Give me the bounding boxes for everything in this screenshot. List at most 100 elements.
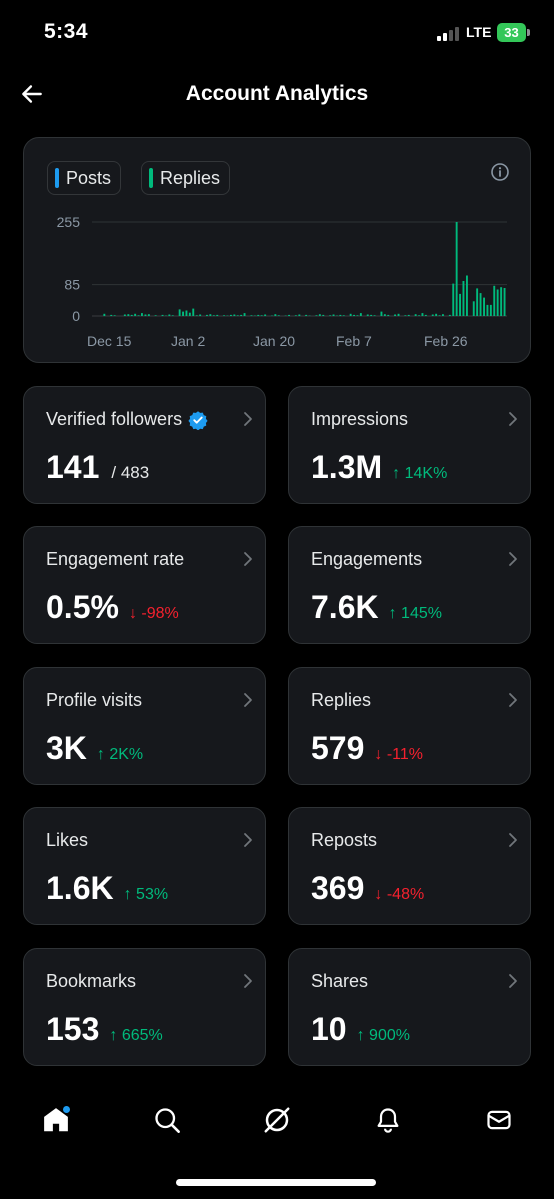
x-tick-label: Dec 15 (87, 333, 132, 349)
stat-change: ↑ 53% (124, 886, 168, 904)
nav-grok[interactable] (259, 1102, 295, 1138)
stat-value-row: 141 / 483 (46, 449, 149, 486)
stat-card-engagement-rate[interactable]: Engagement rate 0.5% ↓ -98% (23, 526, 266, 644)
stat-value: 1.6K (46, 870, 114, 906)
nav-home[interactable] (38, 1102, 74, 1138)
chart-bar (366, 314, 369, 316)
stat-label-text: Replies (311, 690, 372, 710)
stat-value-row: 1.6K ↑ 53% (46, 870, 168, 907)
back-button[interactable] (14, 76, 50, 112)
chevron-right-icon (244, 552, 252, 566)
stat-change-value: 900% (369, 1027, 410, 1044)
chart-bar (192, 308, 195, 316)
stat-card-bookmarks[interactable]: Bookmarks 153 ↑ 665% (23, 948, 266, 1066)
status-time: 5:34 (44, 20, 89, 43)
stat-card-verified-followers[interactable]: Verified followers 141 / 483 (23, 386, 266, 504)
stat-change: ↓ -48% (374, 886, 424, 904)
stat-value: 579 (311, 730, 365, 766)
y-tick-label: 0 (72, 308, 80, 324)
nav-messages[interactable] (481, 1102, 517, 1138)
chart-bar (199, 314, 202, 316)
chart-bar (305, 314, 308, 316)
posts-swatch (55, 168, 59, 188)
chart-bar (414, 314, 417, 316)
stat-label-text: Profile visits (46, 690, 143, 710)
stat-card-reposts[interactable]: Reposts 369 ↓ -48% (288, 807, 531, 925)
chevron-right-icon (244, 412, 252, 426)
stat-label-text: Bookmarks (46, 971, 137, 991)
chart-bar (373, 315, 376, 316)
notifications-icon (377, 1108, 399, 1133)
stat-card-replies[interactable]: Replies 579 ↓ -11% (288, 667, 531, 785)
stat-change-value: -98% (141, 605, 179, 622)
network-label: LTE (466, 24, 492, 40)
chart-bar (144, 314, 147, 316)
stat-label-text: Engagement rate (46, 549, 185, 569)
stat-value: 141 (46, 449, 100, 485)
stat-value-row: 1.3M ↑ 14K% (311, 449, 447, 486)
stat-value: 3K (46, 730, 87, 766)
verified-badge-icon (188, 410, 208, 430)
chart-bar (264, 314, 267, 316)
chart-card: Posts Replies 0 85 255 Dec 15 Jan 2 Jan 20 Feb… (23, 137, 531, 363)
stat-card-likes[interactable]: Likes 1.6K ↑ 53% (23, 807, 266, 925)
bottom-nav (0, 1082, 554, 1162)
chart-bar (459, 293, 461, 316)
search-icon (155, 1108, 180, 1133)
nav-search[interactable] (149, 1102, 185, 1138)
chart-bar (209, 314, 212, 316)
chart-bar (257, 314, 260, 316)
chart-bar (483, 297, 485, 316)
trend-up-icon: ↑ (123, 886, 132, 903)
stat-card-impressions[interactable]: Impressions 1.3M ↑ 14K% (288, 386, 531, 504)
chart-bar (274, 314, 277, 316)
info-icon[interactable] (490, 162, 510, 182)
stat-card-engagements[interactable]: Engagements 7.6K ↑ 145% (288, 526, 531, 644)
chart-bar (113, 315, 116, 316)
x-tick-label: Jan 20 (253, 333, 295, 349)
chart-bar (486, 304, 489, 316)
chart-bar (356, 315, 359, 316)
stat-value-row: 579 ↓ -11% (311, 730, 423, 767)
stat-label: Engagements (311, 549, 422, 570)
chart-bar (329, 315, 332, 316)
stat-change-value: 2K% (109, 746, 144, 763)
stat-value: 153 (46, 1011, 100, 1047)
stat-label: Impressions (311, 409, 408, 430)
chart-bar (407, 314, 410, 316)
trend-up-icon: ↑ (356, 1027, 365, 1044)
chart-bar (161, 314, 164, 316)
stat-total: / 483 (111, 463, 150, 482)
stat-label: Shares (311, 971, 368, 992)
stat-value: 0.5% (46, 589, 119, 625)
legend-posts[interactable]: Posts (47, 161, 122, 195)
stat-card-profile-visits[interactable]: Profile visits 3K ↑ 2K% (23, 667, 266, 785)
chart-bar (250, 315, 253, 316)
stat-card-shares[interactable]: Shares 10 ↑ 900% (288, 948, 531, 1066)
stat-value-row: 10 ↑ 900% (311, 1011, 410, 1048)
chart-bar (206, 314, 208, 316)
stat-change-value: 53% (136, 886, 169, 903)
legend-replies[interactable]: Replies (141, 161, 231, 195)
chart-bar (500, 287, 503, 316)
header: Account Analytics (0, 62, 554, 126)
stat-change: ↑ 14K% (392, 465, 447, 483)
chart-bar (424, 314, 427, 316)
trend-down-icon: ↓ (128, 605, 137, 622)
chevron-right-icon (509, 552, 517, 566)
chart-bar (466, 275, 468, 316)
stat-label: Profile visits (46, 690, 142, 711)
nav-notifications[interactable] (370, 1102, 406, 1138)
chart-bar (134, 313, 137, 316)
chart-bar (288, 314, 290, 316)
chart-bar (442, 314, 444, 316)
stat-change: ↑ 900% (357, 1027, 410, 1045)
chart-bar (476, 288, 479, 316)
chevron-right-icon (509, 412, 517, 426)
chart-bar (493, 285, 496, 316)
chart-bar (339, 314, 342, 316)
chevron-right-icon (244, 833, 252, 847)
stat-label: Likes (46, 830, 88, 851)
grok-icon (264, 1107, 290, 1133)
stat-value: 7.6K (311, 589, 379, 625)
